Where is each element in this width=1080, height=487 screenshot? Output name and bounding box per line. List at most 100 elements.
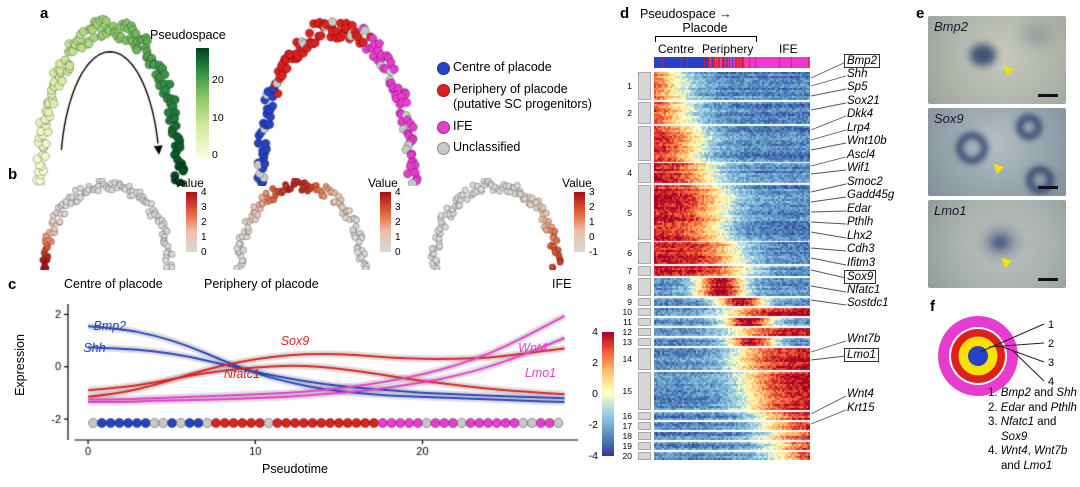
gene-label-Shh: Shh [847,68,868,80]
value-colorbar-tick: 3 [589,187,595,198]
value-colorbar-tick: 1 [395,232,401,243]
panel-f-label: f [930,298,935,315]
gene-connector [810,142,847,151]
ring-number: 3 [1048,357,1054,369]
gene-label-Sostdc1: Sostdc1 [847,297,889,309]
f-legend-item: 4. Wnt4, Wnt7b and Lmo1 [988,445,1068,472]
f-legend-item: 1. Bmp2 and Shh [988,387,1077,399]
pseudospace-colorbar [196,48,209,158]
curve-label-Wnt4: Wnt4 [518,341,548,355]
pseudospace-colorbar-tick: 0 [212,148,218,161]
pseudospace-class-strip [654,57,810,68]
placode-bracket [655,36,757,42]
legend-label: Unclassified [453,140,521,154]
f-legend-item: 2. Edar and Pthlh [988,401,1077,414]
x-axis-label: Pseudotime [262,462,329,476]
gene-label-Sox9: Sox9 [844,270,877,284]
cluster-number: 15 [622,386,632,396]
gene-label-Ifitm3: Ifitm3 [847,257,876,269]
panel-b-label: b [8,166,18,183]
gene-label-Wnt7b: Wnt7b [847,333,881,345]
gene-label-Bmp2: Bmp2 [844,54,881,68]
legend-swatch-magenta [437,121,450,134]
gene-label-Gadd45g: Gadd45g [847,189,895,201]
cluster-number: 8 [627,282,632,292]
cluster-block [638,308,651,316]
gene-connector [810,115,847,131]
curve-label-Bmp2: Bmp2 [93,318,127,333]
ish-image-Lmo1: Lmo1 [928,200,1066,288]
gene-connector [810,409,847,425]
gene-label-Ascl4: Ascl4 [847,149,876,161]
gene-label-Nfatc1: Nfatc1 [847,284,881,296]
gene-label-Lrp4: Lrp4 [847,122,871,134]
gene-connector [810,102,847,111]
cluster-number: 9 [627,297,632,307]
value-colorbar-tick: 4 [395,187,401,198]
pseudospace-axis-label: Pseudospace → [640,7,732,21]
curve-label-Shh: Shh [83,341,106,355]
gene-connector [810,61,847,79]
pseudospace-colorbar-tick: 20 [212,73,224,86]
f-legend-item: 3. Nfatc1 and Sox9 [988,416,1057,443]
legend-label: (putative SC progenitors) [453,97,592,111]
follicle-ring [1016,114,1042,140]
ish-gene-label: Lmo1 [934,203,967,218]
gene-connector [810,299,847,306]
curve-label-Nfatc1: Nfatc1 [223,367,260,382]
value-colorbar-tick: 0 [395,247,401,258]
pseudospace-arch-scatter [25,14,195,186]
panel-c-label: c [8,276,17,293]
panel-a-label: a [40,5,48,22]
cluster-number: 3 [627,138,632,149]
ife-label: IFE [779,42,798,56]
ring-pointer-line [999,345,1045,363]
pseudospace-colorbar-title: Pseudospace [150,28,226,42]
gene-label-Edar: Edar [847,203,872,215]
pseudospace-colorbar-tick: 10 [212,112,224,125]
cluster-number: 18 [622,431,632,441]
legend-swatch-blue [437,62,450,75]
periphery-label: Periphery [702,42,754,56]
cluster-number: 11 [623,317,632,327]
gene-connector [810,340,847,353]
ish-gene-label: Sox9 [934,111,964,126]
gene-connector [810,88,847,97]
cluster-block [638,338,651,346]
region-label-ife: IFE [552,277,572,291]
gene-connector [810,285,847,293]
value-colorbar-tick: 2 [201,217,207,228]
gene-label-Wnt4: Wnt4 [847,388,874,400]
gene-connector [810,196,847,203]
cluster-number: 4 [627,168,632,178]
ish-gene-label: Bmp2 [934,19,968,34]
follicle-ring [956,132,988,164]
value-colorbar-tick: 0 [589,232,595,243]
gene-connector [810,210,847,213]
cluster-block [638,185,651,240]
ring-pointer-line [988,342,1045,348]
scale-bar [1038,277,1058,281]
heatmap-colorbar-tick: 4 [592,326,598,338]
value-colorbar-tick: 1 [589,217,595,228]
cluster-number: 19 [622,441,632,451]
value-colorbar-title: Value [174,176,204,190]
gene-label-Sox21: Sox21 [847,95,880,107]
gene-connector [810,257,847,266]
gene-connector [810,247,847,252]
legend-label: Periphery of placode [453,82,568,96]
cluster-block [638,422,651,430]
y-axis-label: Expression [13,334,27,396]
arrowhead-icon [997,253,1013,269]
cluster-number: 7 [627,266,632,276]
gene-connector [810,269,847,279]
gene-value-arch-scatter-2 [226,178,376,270]
panel-e-label: e [916,5,925,22]
legend-label: Centre of placode [453,60,552,74]
heatmap-colorbar-tick: -2 [588,419,598,431]
gene-connector [810,169,847,175]
cluster-block [638,452,651,460]
cluster-number: 12 [622,327,632,337]
arrowhead-icon [999,61,1015,77]
